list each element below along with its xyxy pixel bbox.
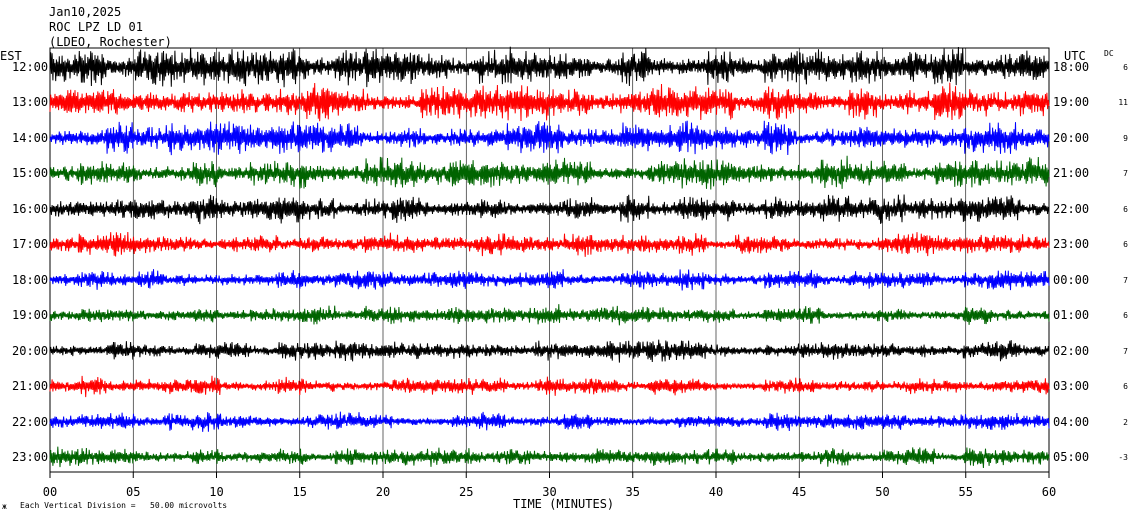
left-timezone-label: EST [0, 49, 22, 63]
x-tick-label: 25 [459, 485, 474, 499]
est-hour-label: 16:00 [12, 201, 49, 216]
utc-hour-label: 02:00 [1053, 343, 1090, 358]
x-tick-label: 45 [792, 485, 807, 499]
dc-column-label: DC [1104, 49, 1114, 58]
x-tick-label: 50 [875, 485, 890, 499]
x-tick-label: 00 [42, 485, 58, 499]
x-tick-label: 30 [542, 485, 557, 499]
utc-hour-label: 00:00 [1053, 272, 1090, 287]
trace-1900 [49, 304, 1050, 326]
est-hour-label: 14:00 [12, 130, 49, 145]
dc-offset-value: 7 [1123, 169, 1128, 179]
utc-hour-label: 18:00 [1053, 60, 1090, 74]
est-hour-label: 15:00 [12, 166, 49, 181]
dc-offset-value: 11 [1118, 98, 1128, 108]
x-tick-label: 40 [708, 485, 724, 499]
est-hour-label: 13:00 [12, 95, 49, 110]
dc-offset-value: -3 [1118, 452, 1128, 462]
dc-offset-value: 6 [1123, 382, 1128, 392]
dc-offset-value: 6 [1123, 63, 1128, 72]
x-tick-label: 10 [209, 485, 224, 499]
dc-offset-value: 7 [1123, 346, 1128, 356]
x-axis-ticks [49, 472, 1050, 478]
est-hour-label: 20:00 [12, 343, 49, 358]
dc-offset-value: 9 [1123, 133, 1128, 143]
utc-hour-label: 03:00 [1053, 379, 1090, 394]
grid-lines [132, 48, 967, 472]
x-tick-label: 60 [1041, 485, 1057, 499]
trace-1200 [49, 46, 1050, 88]
trace-1700 [49, 231, 1050, 257]
est-hour-label: 22:00 [12, 414, 49, 429]
trace-2000 [49, 339, 1050, 363]
est-hour-label: 23:00 [12, 449, 49, 464]
utc-hour-label: 19:00 [1053, 95, 1090, 110]
utc-hour-label: 04:00 [1053, 414, 1090, 429]
utc-hour-label: 20:00 [1053, 130, 1090, 145]
chart-date: Jan10,2025 [49, 5, 122, 19]
dc-offset-value: 6 [1123, 204, 1128, 214]
utc-hour-label: 22:00 [1053, 201, 1090, 216]
dc-offset-value: 6 [1123, 240, 1128, 250]
est-hour-label: 19:00 [12, 308, 49, 323]
x-tick-label: 35 [625, 485, 640, 499]
dc-offset-value: 6 [1123, 311, 1128, 321]
chart-network: (LDEO, Rochester) [49, 35, 172, 49]
trace-2200 [49, 411, 1050, 432]
est-hour-label: 17:00 [12, 237, 49, 252]
x-tick-label: 20 [375, 485, 391, 499]
trace-1500 [49, 155, 1050, 190]
x-tick-label: 05 [126, 485, 141, 499]
est-hour-label: 12:00 [12, 60, 49, 74]
x-tick-label: 55 [958, 485, 973, 499]
trace-1300 [49, 82, 1050, 122]
x-tick-label: 15 [292, 485, 307, 499]
trace-1600 [49, 194, 1050, 225]
x-axis-title: TIME (MINUTES) [513, 497, 615, 511]
utc-hour-label: 05:00 [1053, 449, 1090, 464]
right-timezone-label: UTC [1064, 49, 1086, 63]
trace-2100 [49, 375, 1050, 398]
scale-mark-icon: ж [2, 502, 7, 511]
utc-hour-label: 21:00 [1053, 166, 1090, 181]
traces [49, 46, 1050, 469]
chart-title: ROC LPZ LD 01 [49, 20, 143, 34]
dc-offset-value: 7 [1123, 275, 1128, 285]
utc-hour-label: 01:00 [1053, 308, 1090, 323]
est-hour-label: 21:00 [12, 379, 49, 394]
scale-note: Each Vertical Division = 50.00 microvolt… [20, 501, 228, 510]
trace-1400 [49, 120, 1050, 156]
trace-2300 [49, 446, 1050, 469]
est-hour-label: 18:00 [12, 272, 49, 287]
utc-hour-label: 23:00 [1053, 237, 1090, 252]
dc-offset-value: 2 [1123, 417, 1128, 427]
trace-1800 [49, 269, 1050, 291]
